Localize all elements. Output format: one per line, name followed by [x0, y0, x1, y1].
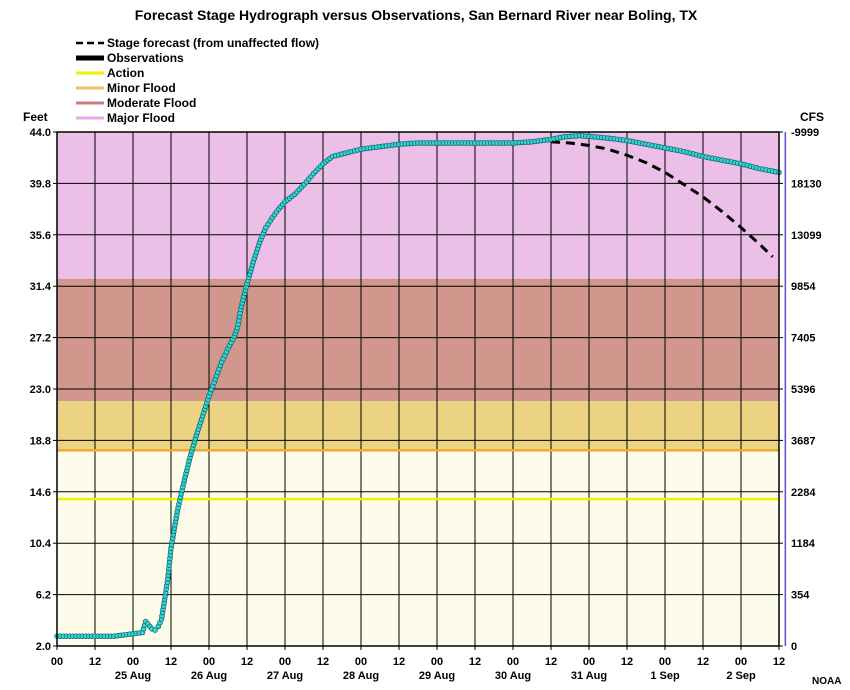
legend-label: Stage forecast (from unaffected flow) [107, 36, 319, 50]
y-tick-label-right: -9999 [791, 127, 819, 139]
x-tick-label: 12 [241, 656, 253, 668]
x-tick-label: 00 [279, 656, 291, 668]
credit-label: NOAA [812, 676, 841, 687]
y-tick-label-left: 31.4 [30, 281, 52, 293]
x-tick-label: 00 [127, 656, 139, 668]
x-day-label: 30 Aug [495, 670, 531, 682]
x-day-label: 28 Aug [343, 670, 379, 682]
x-day-label: 29 Aug [419, 670, 455, 682]
observation-point [152, 627, 158, 633]
legend-item: Observations [76, 51, 184, 65]
x-tick-label: 12 [165, 656, 177, 668]
x-tick-label: 12 [317, 656, 329, 668]
x-tick-label: 12 [773, 656, 785, 668]
legend: Stage forecast (from unaffected flow)Obs… [76, 36, 319, 125]
y-tick-label-left: 39.8 [30, 178, 51, 190]
legend-label: Minor Flood [107, 81, 176, 95]
x-day-label: 25 Aug [115, 670, 151, 682]
legend-item: Minor Flood [76, 81, 176, 95]
y-tick-label-right: 5396 [791, 384, 815, 396]
x-tick-label: 00 [51, 656, 63, 668]
band-minor-flood [57, 401, 779, 451]
x-tick-label: 12 [545, 656, 557, 668]
y-axis-title-left: Feet [23, 110, 48, 124]
legend-label: Action [107, 66, 144, 80]
y-axis-title-right: CFS [800, 110, 824, 124]
x-tick-label: 00 [203, 656, 215, 668]
x-day-label: 1 Sep [650, 670, 680, 682]
forecast-line [550, 140, 774, 258]
legend-label: Major Flood [107, 111, 175, 125]
y-tick-label-left: 23.0 [30, 384, 51, 396]
x-tick-label: 00 [431, 656, 443, 668]
x-day-label: 26 Aug [191, 670, 227, 682]
y-tick-label-left: 14.6 [30, 487, 51, 499]
y-tick-label-left: 2.0 [36, 641, 51, 653]
legend-item: Action [76, 66, 144, 80]
axes: 44.0 -9999 39.8 18130 35.6 13099 31.4 9854 27.2 7… [30, 127, 822, 682]
x-tick-label: 12 [89, 656, 101, 668]
band-below-flood [57, 450, 779, 646]
y-tick-label-left: 35.6 [30, 230, 51, 242]
y-tick-label-right: 9854 [791, 281, 816, 293]
band-major-flood [57, 132, 779, 279]
y-tick-label-right: 0 [791, 641, 797, 653]
y-tick-label-right: 13099 [791, 230, 822, 242]
legend-item: Stage forecast (from unaffected flow) [76, 36, 319, 50]
x-day-label: 2 Sep [726, 670, 756, 682]
observations-series [54, 132, 782, 639]
y-tick-label-right: 1184 [791, 538, 816, 550]
chart-title: Forecast Stage Hydrograph versus Observa… [135, 7, 698, 23]
y-tick-label-left: 6.2 [36, 590, 51, 602]
y-tick-label-right: 7405 [791, 333, 815, 345]
x-tick-label: 12 [469, 656, 481, 668]
x-tick-label: 12 [697, 656, 709, 668]
x-tick-label: 12 [393, 656, 405, 668]
y-tick-label-left: 44.0 [30, 127, 51, 139]
legend-item: Moderate Flood [76, 96, 196, 110]
x-day-label: 31 Aug [571, 670, 607, 682]
x-tick-label: 00 [659, 656, 671, 668]
plot-area [54, 131, 787, 647]
y-tick-label-left: 10.4 [30, 538, 52, 550]
y-tick-label-right: 18130 [791, 178, 822, 190]
x-tick-label: 12 [621, 656, 633, 668]
legend-label: Observations [107, 51, 184, 65]
band-moderate-flood [57, 278, 779, 402]
y-tick-label-right: 2284 [791, 487, 816, 499]
y-tick-label-right: 3687 [791, 435, 815, 447]
x-tick-label: 00 [735, 656, 747, 668]
x-tick-label: 00 [583, 656, 595, 668]
y-tick-label-right: 354 [791, 590, 810, 602]
x-tick-label: 00 [355, 656, 367, 668]
y-tick-label-left: 18.8 [30, 435, 51, 447]
legend-label: Moderate Flood [107, 96, 196, 110]
legend-item: Major Flood [76, 111, 175, 125]
x-day-label: 27 Aug [267, 670, 303, 682]
y-tick-label-left: 27.2 [30, 333, 51, 345]
x-tick-label: 00 [507, 656, 519, 668]
